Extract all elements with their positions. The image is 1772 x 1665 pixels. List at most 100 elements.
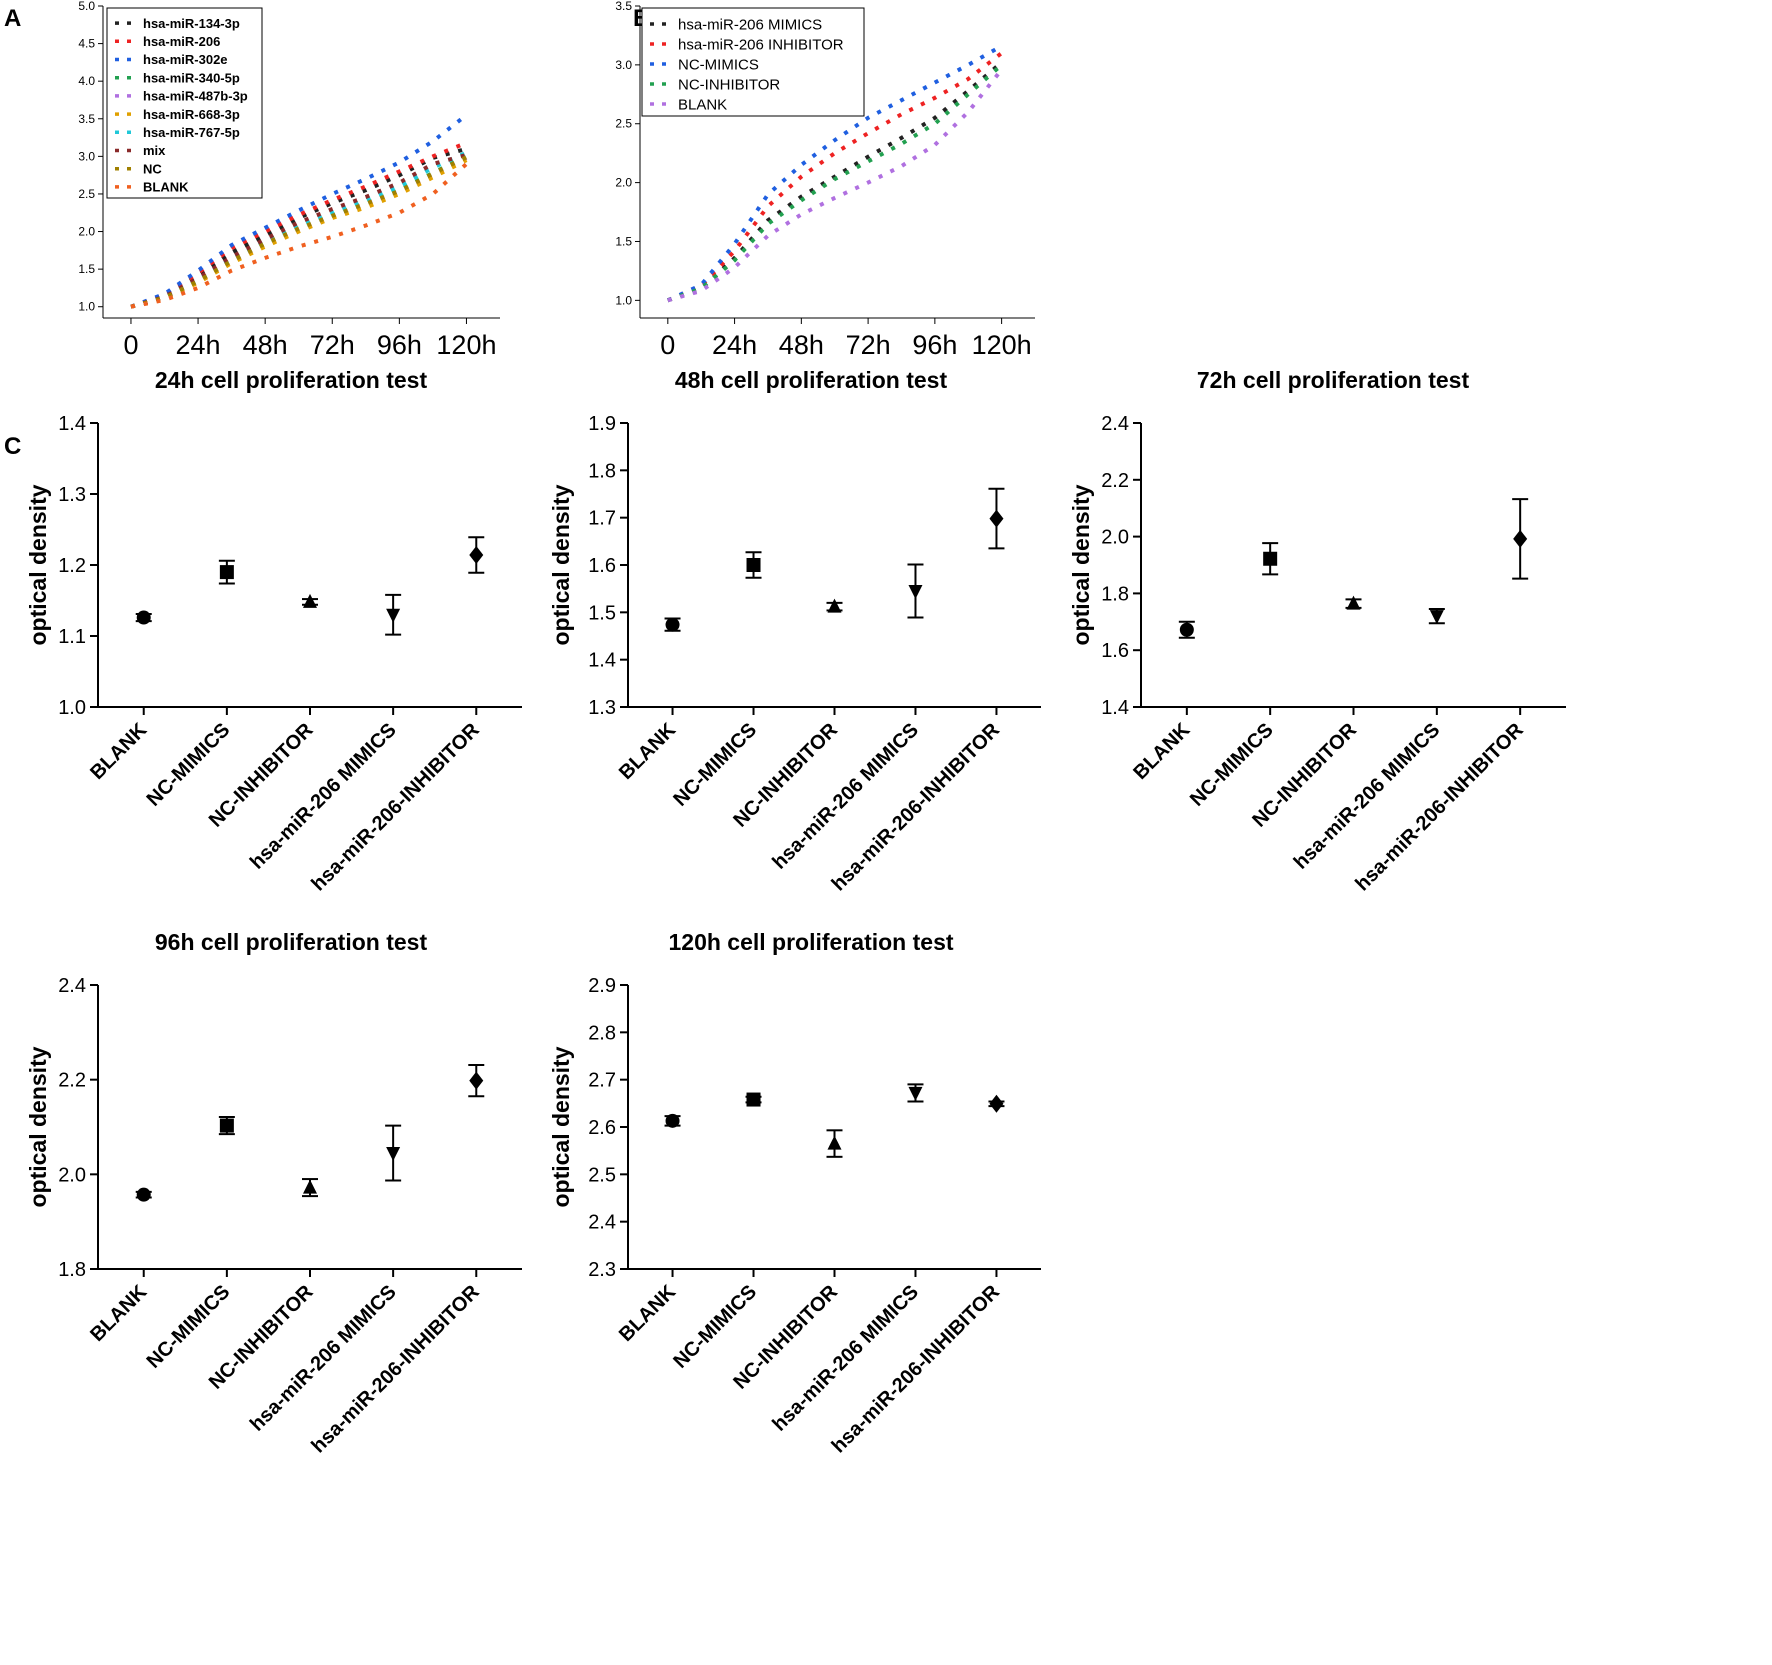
- chart-48h-y-tick-label: 1.4: [588, 650, 616, 672]
- chart-a-y-tick-label: 4.0: [78, 74, 95, 88]
- chart-a-legend-label: hsa-miR-668-3p: [143, 107, 240, 122]
- chart-a-legend: [106, 7, 263, 199]
- chart-b-series-nc-inhibitor: [667, 63, 1003, 303]
- chart-72h-point-hsa-mir-206-inhibitor: [1513, 529, 1528, 548]
- chart-b-x-tick-label: 72h: [846, 330, 891, 360]
- chart-24h-point-nc-inhibitor: [303, 593, 317, 608]
- chart-a-series-nc: [130, 155, 468, 309]
- chart-120h-point-hsa-mir-206-inhibitor: [989, 1094, 1004, 1113]
- chart-72h-point-hsa-mir-206-mimics: [1429, 610, 1444, 625]
- chart-48h-x-tick-label-blank: BLANK: [615, 719, 680, 784]
- chart-120h-y-tick-label: 2.5: [588, 1164, 616, 1186]
- chart-a-x-tick-label: 96h: [377, 330, 422, 360]
- chart-b-y-tick-label: 3.0: [615, 58, 632, 72]
- chart-48h-point-nc-inhibitor: [827, 598, 842, 613]
- chart-120h-y-axis-label: optical density: [548, 1046, 574, 1207]
- chart-24h-point-blank: [136, 610, 151, 625]
- chart-a-legend-label: hsa-miR-302e: [143, 52, 228, 67]
- chart-24h-y-tick-label: 1.2: [58, 555, 86, 577]
- chart-96h: 96h cell proliferation test optical densi…: [25, 929, 522, 1457]
- chart-a-x-tick-label: 0: [123, 330, 138, 360]
- chart-b-legend-label: hsa-miR-206 MIMICS: [678, 16, 822, 33]
- chart-a-series-hsa-mir-134-3p: [130, 146, 468, 309]
- chart-72h-y-tick-label: 1.4: [1101, 697, 1129, 719]
- chart-96h-x-tick-label-nc-mimics: NC-MIMICS: [143, 1281, 235, 1373]
- chart-a-legend-label: mix: [143, 143, 166, 158]
- chart-a-legend-label: hsa-miR-767-5p: [143, 125, 240, 140]
- chart-b-x-tick-label: 0: [660, 330, 675, 360]
- chart-b-y-tick-label: 3.5: [615, 0, 632, 13]
- chart-120h-y-tick-label: 2.7: [588, 1070, 616, 1092]
- chart-120h-y-tick-label: 2.3: [588, 1259, 616, 1281]
- chart-120h-point-blank: [665, 1113, 680, 1128]
- chart-72h-y-tick-label: 1.6: [1101, 640, 1129, 662]
- chart-48h-x-tick-label-hsa-mir-206-inhibitor: hsa-miR-206-INHIBITOR: [828, 719, 1005, 896]
- chart-b: 1.0 1.5 2.0 2.5 3.0 3.5 0 24h 48h 72h 96h 120h hsa-m…: [615, 0, 1035, 360]
- chart-24h-x-tick-label-hsa-mir-206-inhibitor: hsa-miR-206-INHIBITOR: [307, 719, 484, 896]
- chart-96h-point-hsa-mir-206-mimics: [386, 1147, 401, 1162]
- chart-a-x-tick-label: 48h: [243, 330, 288, 360]
- chart-24h-y-tick-label: 1.1: [58, 626, 86, 648]
- chart-b-x-tick-label: 48h: [779, 330, 824, 360]
- chart-48h-y-tick-label: 1.8: [588, 460, 616, 482]
- chart-b-legend-label: BLANK: [678, 96, 727, 113]
- chart-b-y-tick-label: 2.5: [615, 117, 632, 131]
- chart-a-x-tick-label: 120h: [436, 330, 496, 360]
- chart-72h-point-blank: [1179, 622, 1194, 637]
- chart-120h-x-tick-label-blank: BLANK: [615, 1281, 680, 1346]
- chart-48h-x-tick-label-hsa-mir-206-mimics: hsa-miR-206 MIMICS: [768, 719, 923, 874]
- chart-a-legend-label: hsa-miR-134-3p: [143, 16, 240, 31]
- chart-48h-point-blank: [665, 617, 680, 632]
- chart-48h-y-axis-label: optical density: [548, 484, 574, 645]
- chart-b-y-tick-label: 1.0: [615, 293, 632, 307]
- chart-72h-x-tick-label-hsa-mir-206-inhibitor: hsa-miR-206-INHIBITOR: [1351, 719, 1528, 896]
- chart-72h-point-nc-inhibitor: [1346, 595, 1361, 610]
- chart-96h-point-nc-mimics: [219, 1118, 234, 1133]
- chart-120h-x-tick-label-hsa-mir-206-inhibitor: hsa-miR-206-INHIBITOR: [828, 1281, 1005, 1458]
- chart-24h-y-tick-label: 1.0: [58, 697, 86, 719]
- chart-120h-point-nc-inhibitor: [827, 1135, 842, 1150]
- chart-a-y-tick-label: 1.0: [78, 300, 95, 314]
- chart-120h: 120h cell proliferation test optical dens…: [548, 929, 1041, 1457]
- chart-a-y-tick-label: 5.0: [78, 0, 95, 13]
- chart-120h-y-tick-label: 2.9: [588, 975, 616, 997]
- chart-120h-y-tick-label: 2.8: [588, 1022, 616, 1044]
- chart-120h-point-nc-mimics: [746, 1092, 761, 1107]
- chart-b-x-tick-label: 24h: [712, 330, 757, 360]
- chart-24h-x-tick-label-hsa-mir-206-mimics: hsa-miR-206 MIMICS: [246, 719, 401, 874]
- chart-a-legend-label: hsa-miR-487b-3p: [143, 89, 248, 104]
- chart-96h-y-axis-label: optical density: [25, 1046, 51, 1207]
- chart-a-legend-label: hsa-miR-206: [143, 34, 220, 49]
- chart-48h-y-tick-label: 1.6: [588, 555, 616, 577]
- panel-label-c: C: [4, 433, 21, 460]
- chart-48h-y-tick-label: 1.7: [588, 508, 616, 530]
- chart-48h-y-tick-label: 1.9: [588, 413, 616, 435]
- chart-b-legend-label: NC-INHIBITOR: [678, 76, 780, 93]
- chart-a-y-tick-label: 3.5: [78, 112, 95, 126]
- chart-b-legend-label: hsa-miR-206 INHIBITOR: [678, 36, 844, 53]
- chart-72h-y-tick-label: 2.4: [1101, 413, 1129, 435]
- chart-120h-title: 120h cell proliferation test: [668, 929, 953, 955]
- chart-a-legend-label: hsa-miR-340-5p: [143, 70, 240, 85]
- chart-48h-point-hsa-mir-206-mimics: [908, 585, 923, 600]
- chart-24h-y-axis-label: optical density: [25, 484, 51, 645]
- chart-72h-y-axis-label: optical density: [1068, 484, 1094, 645]
- chart-a-legend-label: BLANK: [143, 180, 189, 195]
- chart-a-x-tick-label: 72h: [310, 330, 355, 360]
- chart-72h-point-nc-mimics: [1263, 551, 1278, 566]
- chart-96h-y-tick-label: 2.4: [58, 975, 86, 997]
- chart-96h-x-tick-label-blank: BLANK: [86, 1281, 151, 1346]
- chart-24h-point-hsa-mir-206-mimics: [386, 608, 401, 623]
- chart-a-y-tick-label: 4.5: [78, 37, 95, 51]
- chart-72h-x-tick-label-hsa-mir-206-mimics: hsa-miR-206 MIMICS: [1290, 719, 1445, 874]
- chart-72h-x-tick-label-blank: BLANK: [1129, 719, 1194, 784]
- chart-a-y-tick-label: 3.0: [78, 149, 95, 163]
- chart-120h-x-tick-label-hsa-mir-206-mimics: hsa-miR-206 MIMICS: [768, 1281, 923, 1436]
- chart-72h-y-tick-label: 2.0: [1101, 527, 1129, 549]
- chart-b-y-tick-label: 1.5: [615, 234, 632, 248]
- chart-a: 1.0 1.5 2.0 2.5 3.0 3.5 4.0 4.5 5.0 0 24h 48h 72h 96h…: [78, 0, 500, 360]
- chart-48h-y-tick-label: 1.5: [588, 602, 616, 624]
- chart-48h-y-tick-label: 1.3: [588, 697, 616, 719]
- chart-b-legend: [641, 7, 865, 117]
